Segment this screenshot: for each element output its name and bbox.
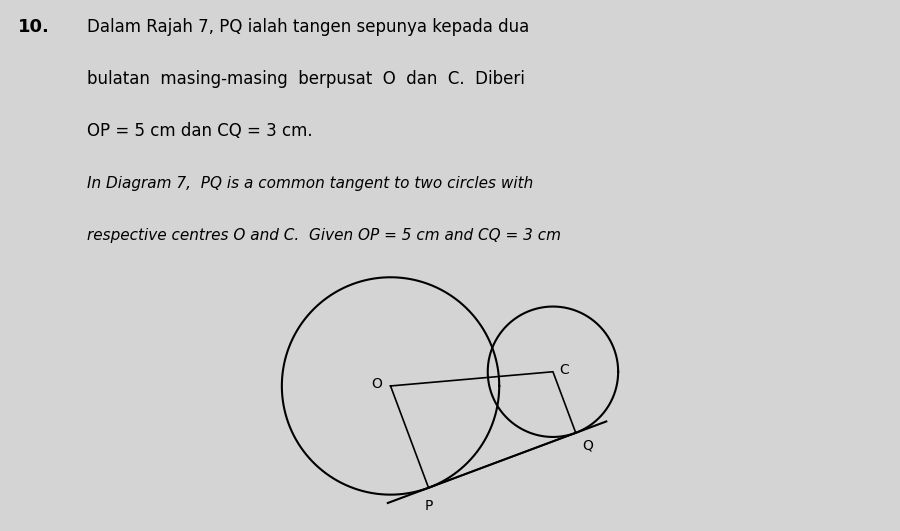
Text: 10.: 10.: [18, 18, 50, 36]
Text: O: O: [371, 377, 382, 391]
Text: OP = 5 cm dan CQ = 3 cm.: OP = 5 cm dan CQ = 3 cm.: [87, 122, 312, 140]
Text: P: P: [424, 499, 433, 512]
Text: C: C: [560, 363, 569, 376]
Text: Dalam Rajah 7, PQ ialah tangen sepunya kepada dua: Dalam Rajah 7, PQ ialah tangen sepunya k…: [87, 18, 529, 36]
Text: Q: Q: [582, 438, 593, 452]
Text: respective centres O and C.  Given OP = 5 cm and CQ = 3 cm: respective centres O and C. Given OP = 5…: [87, 228, 561, 244]
Text: In Diagram 7,  PQ is a common tangent to two circles with: In Diagram 7, PQ is a common tangent to …: [87, 176, 534, 191]
Text: bulatan  masing-masing  berpusat  O  dan  C.  Diberi: bulatan masing-masing berpusat O dan C. …: [87, 70, 525, 88]
